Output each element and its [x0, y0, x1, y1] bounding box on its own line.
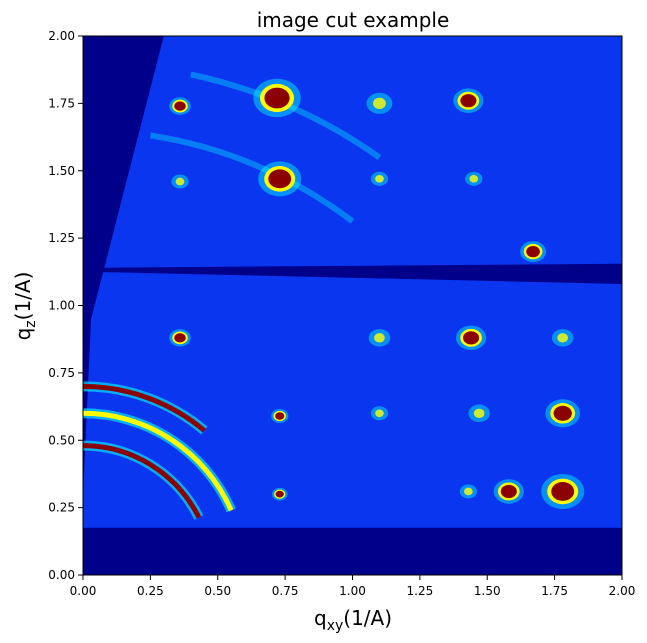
- x-tick-label-4: 1.00: [339, 584, 366, 598]
- x-axis: 0.00 0.25 0.50 0.75 1.00 1.25 1.50 1.75 2.00: [70, 575, 636, 598]
- bragg-spot-6: [370, 171, 389, 186]
- y-axis: 0.00 0.25 0.50 0.75 1.00 1.25 1.50 1.75 2.00: [48, 29, 83, 582]
- x-tick-label-5: 1.25: [407, 584, 434, 598]
- bragg-spot-core: [464, 487, 473, 496]
- bragg-spot-14: [370, 406, 389, 421]
- bragg-spot-10: [368, 329, 391, 347]
- bragg-spot-core: [473, 408, 485, 419]
- bragg-spot-13: [271, 408, 289, 424]
- scattering-arc-1: [149, 132, 355, 224]
- y-axis-label-suffix: (1/A): [11, 272, 35, 321]
- x-axis-label-sub: xy: [327, 618, 344, 634]
- chart-title: image cut example: [257, 8, 450, 32]
- bragg-spot-core: [526, 245, 540, 258]
- y-axis-label: qz(1/A): [11, 272, 39, 341]
- bragg-spot-core: [375, 409, 384, 418]
- bragg-spot-1: [253, 78, 301, 118]
- diffraction-features: [82, 71, 585, 520]
- ring-2: [82, 443, 202, 519]
- detector-gaps: [83, 263, 622, 575]
- bragg-spot-core: [469, 175, 479, 183]
- y-tick-label-5: 1.25: [48, 231, 75, 245]
- bragg-spot-0: [169, 97, 191, 115]
- bragg-spot-17: [271, 487, 288, 501]
- ring-1: [82, 410, 234, 512]
- y-tick-label-4: 1.00: [48, 299, 75, 313]
- x-axis-label: qxy(1/A): [314, 606, 392, 634]
- detector-bottom-gap: [83, 527, 622, 575]
- bragg-spot-core: [174, 101, 186, 111]
- y-tick-label-2: 0.50: [48, 433, 75, 447]
- bragg-spot-core: [500, 484, 517, 499]
- bragg-spot-core: [374, 333, 385, 343]
- x-tick-label-1: 0.25: [137, 584, 164, 598]
- bragg-spot-4: [258, 161, 302, 197]
- bragg-spot-core: [275, 412, 285, 420]
- bragg-spot-core: [268, 169, 292, 189]
- bragg-spot-core: [375, 175, 384, 183]
- bragg-spot-core: [175, 177, 185, 186]
- detector-image: [83, 36, 622, 575]
- y-tick-label-7: 1.75: [48, 96, 75, 110]
- y-tick-label-6: 1.50: [48, 164, 75, 178]
- x-axis-label-base: q: [314, 606, 327, 630]
- bragg-spot-19: [493, 479, 524, 504]
- y-tick-label-1: 0.25: [48, 501, 75, 515]
- bragg-spot-20: [541, 473, 585, 509]
- bragg-spot-5: [171, 174, 189, 189]
- bragg-spot-16: [545, 399, 580, 428]
- bragg-spot-core: [275, 490, 284, 498]
- bragg-spot-15: [468, 404, 490, 423]
- x-tick-label-8: 2.00: [609, 584, 636, 598]
- bragg-spot-core: [264, 87, 290, 109]
- bragg-spot-7: [465, 171, 483, 186]
- bragg-spot-18: [459, 484, 478, 499]
- bragg-spot-2: [366, 92, 393, 114]
- x-tick-label-0: 0.00: [70, 584, 97, 598]
- bragg-spot-11: [455, 325, 487, 351]
- x-tick-label-7: 1.75: [541, 584, 568, 598]
- y-tick-label-0: 0.00: [48, 568, 75, 582]
- bragg-spot-3: [453, 88, 484, 113]
- x-tick-label-2: 0.50: [204, 584, 231, 598]
- bragg-spot-core: [460, 94, 477, 108]
- detector-gap-band: [91, 263, 622, 284]
- bragg-spot-12: [551, 329, 574, 347]
- plot-area: [82, 35, 623, 576]
- bragg-spot-core: [372, 97, 386, 110]
- bragg-spot-8: [520, 241, 547, 263]
- bragg-spot-core: [463, 331, 480, 345]
- bragg-spot-core: [557, 333, 569, 343]
- y-axis-label-sub: z: [23, 320, 39, 327]
- detector-field: [83, 36, 622, 575]
- bragg-spot-9: [169, 329, 191, 347]
- ring-0: [82, 383, 206, 433]
- bragg-spot-core: [553, 405, 572, 421]
- bragg-spot-core: [551, 482, 575, 501]
- y-tick-label-8: 2.00: [48, 29, 75, 43]
- x-tick-label-3: 0.75: [272, 584, 299, 598]
- y-tick-label-3: 0.75: [48, 366, 75, 380]
- y-axis-label-base: q: [11, 328, 35, 341]
- bragg-spot-core: [174, 333, 186, 343]
- x-tick-label-6: 1.50: [474, 584, 501, 598]
- x-axis-label-suffix: (1/A): [343, 606, 392, 630]
